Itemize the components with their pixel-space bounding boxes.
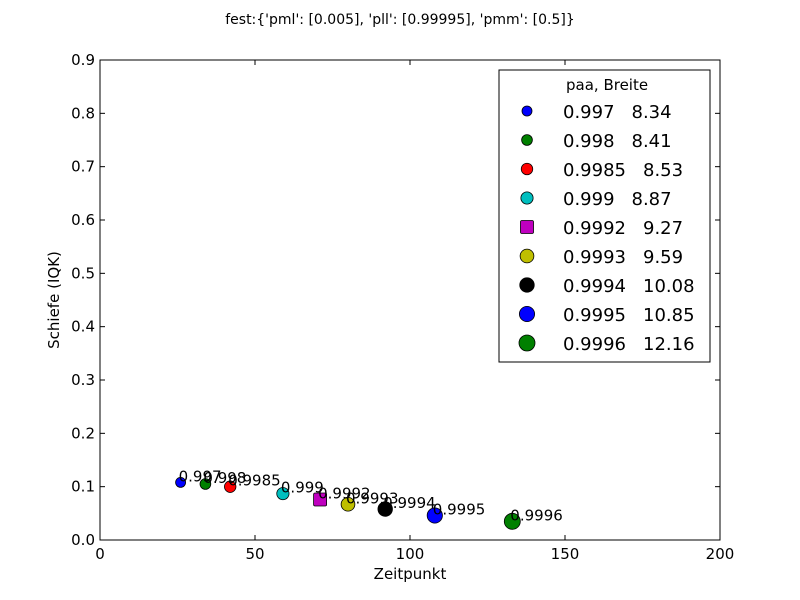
y-tick-label: 0.5 bbox=[71, 264, 95, 282]
legend-paa: 0.999 bbox=[563, 189, 615, 210]
data-point bbox=[224, 480, 237, 493]
legend-marker bbox=[521, 105, 533, 117]
legend-breite: 8.41 bbox=[632, 131, 672, 152]
data-point bbox=[175, 476, 187, 488]
legend-breite: 8.87 bbox=[632, 189, 672, 210]
legend-paa: 0.9994 bbox=[563, 276, 626, 297]
legend-entry: 0.9995 10.85 bbox=[563, 305, 695, 326]
point-label: 0.9985 bbox=[228, 472, 281, 490]
point-label: 0.9996 bbox=[510, 506, 563, 524]
legend-entry: 0.998 8.41 bbox=[563, 131, 672, 152]
legend-marker bbox=[519, 277, 535, 293]
legend-entry: 0.9994 10.08 bbox=[563, 276, 695, 297]
legend-paa: 0.9996 bbox=[563, 334, 626, 355]
legend-paa: 0.998 bbox=[563, 131, 615, 152]
x-tick-label: 150 bbox=[551, 545, 580, 563]
data-point bbox=[503, 512, 521, 530]
y-tick-label: 0.3 bbox=[71, 371, 95, 389]
y-tick-label: 0.0 bbox=[71, 531, 95, 549]
legend-entry: 0.999 8.87 bbox=[563, 189, 672, 210]
y-tick-label: 0.6 bbox=[71, 211, 95, 229]
legend-paa: 0.9992 bbox=[563, 218, 626, 239]
legend-entry: 0.9992 9.27 bbox=[563, 218, 683, 239]
point-label: 0.997 bbox=[179, 467, 222, 485]
legend-breite: 8.53 bbox=[643, 160, 683, 181]
legend-breite: 10.08 bbox=[643, 276, 695, 297]
data-points bbox=[175, 476, 521, 530]
legend-paa: 0.9995 bbox=[563, 305, 626, 326]
legend-marker bbox=[519, 248, 535, 264]
data-point bbox=[340, 496, 356, 512]
legend-paa: 0.9985 bbox=[563, 160, 626, 181]
y-tick-label: 0.1 bbox=[71, 478, 95, 496]
legend-paa: 0.997 bbox=[563, 102, 615, 123]
x-axis-label: Zeitpunkt bbox=[374, 565, 447, 583]
legend-marker bbox=[518, 334, 536, 352]
legend-marker bbox=[520, 220, 534, 234]
legend-items: 0.997 8.340.998 8.410.9985 8.530.999 8.870.9… bbox=[518, 102, 695, 355]
point-label: 0.999 bbox=[281, 479, 324, 497]
data-point bbox=[313, 492, 328, 507]
legend-marker bbox=[521, 134, 533, 146]
point-label: 0.9994 bbox=[383, 494, 436, 512]
x-tick-label: 200 bbox=[706, 545, 735, 563]
data-point bbox=[426, 507, 443, 524]
y-tick-label: 0.2 bbox=[71, 424, 95, 442]
point-label: 0.9995 bbox=[433, 500, 486, 518]
legend-title: paa, Breite bbox=[566, 76, 648, 94]
data-point bbox=[199, 478, 212, 490]
legend-marker bbox=[518, 305, 536, 323]
data-point bbox=[377, 501, 393, 517]
legend-entry: 0.9996 12.16 bbox=[563, 334, 695, 355]
point-label: 0.9993 bbox=[346, 489, 399, 507]
legend-paa: 0.9993 bbox=[563, 247, 626, 268]
legend-breite: 9.27 bbox=[643, 218, 683, 239]
y-tick-label: 0.9 bbox=[71, 51, 95, 69]
y-tick-label: 0.4 bbox=[71, 318, 95, 336]
chart-title: fest:{'pml': [0.005], 'pll': [0.99995], … bbox=[225, 12, 575, 28]
legend-breite: 8.34 bbox=[632, 102, 672, 123]
x-tick-label: 0 bbox=[95, 545, 105, 563]
legend-entry: 0.997 8.34 bbox=[563, 102, 672, 123]
axis-ticks: 0 50 100 150 200 0.0 0.1 0.2 0.3 0.4 0.5 0.6 0.7 0.8 0… bbox=[71, 51, 734, 563]
x-tick-label: 100 bbox=[396, 545, 425, 563]
y-tick-label: 0.7 bbox=[71, 158, 95, 176]
y-tick-label: 0.8 bbox=[71, 104, 95, 122]
x-tick-label: 50 bbox=[245, 545, 264, 563]
legend-entry: 0.9985 8.53 bbox=[563, 160, 683, 181]
legend-breite: 9.59 bbox=[643, 247, 683, 268]
point-label: 0.9992 bbox=[318, 484, 371, 502]
legend-entry: 0.9993 9.59 bbox=[563, 247, 683, 268]
legend-breite: 10.85 bbox=[643, 305, 695, 326]
data-point bbox=[276, 487, 290, 501]
legend-marker bbox=[520, 191, 534, 205]
point-label: 0.998 bbox=[203, 469, 246, 487]
legend: paa, Breite 0.997 8.34 0.998 8.41 0.9985 8.53… bbox=[498, 69, 711, 363]
y-axis-label: Schiefe (IQK) bbox=[45, 251, 63, 349]
legend-breite: 12.16 bbox=[643, 334, 695, 355]
legend-marker bbox=[520, 162, 534, 176]
